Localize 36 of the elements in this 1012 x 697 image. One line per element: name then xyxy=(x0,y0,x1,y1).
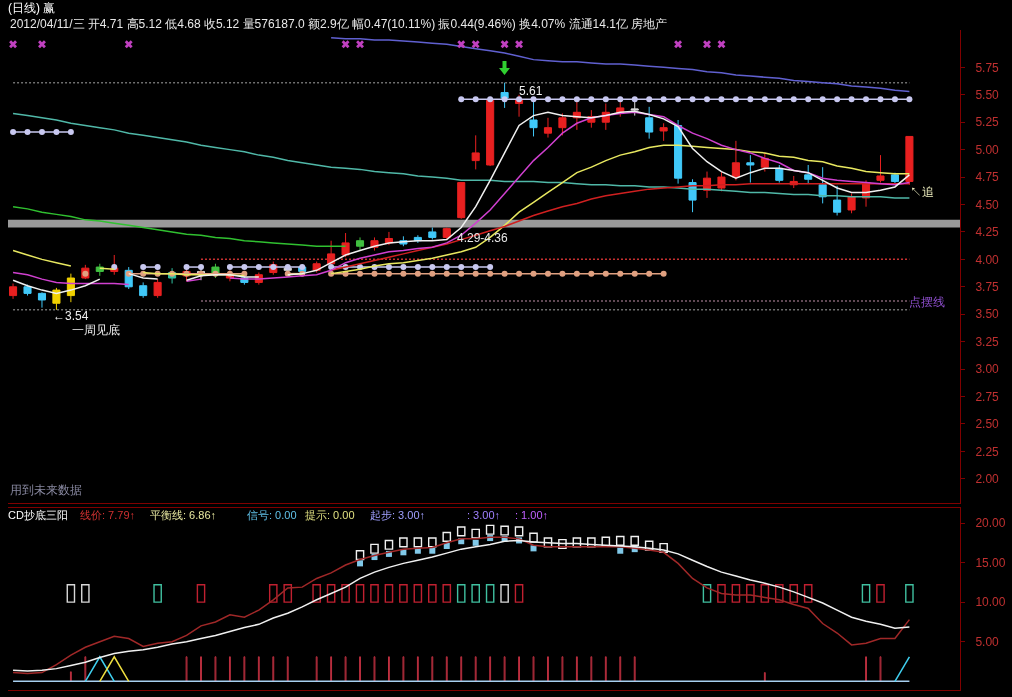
y-tick-label: 3.75 xyxy=(975,280,1000,294)
y-tick-label: 5.50 xyxy=(975,87,1000,102)
annotation: 起步: 3.00↑ xyxy=(370,509,426,521)
annotation: ←3.54 xyxy=(53,309,89,323)
annotation: 用到未来数据 xyxy=(10,483,82,497)
chart-title: CD抄底三阳 xyxy=(8,508,68,521)
annotation: 线价: 7.79↑ xyxy=(80,509,136,521)
y-tick-label: 4.00 xyxy=(975,252,1000,267)
chart-subtitle: 2012/04/11/三 开4.71 高5.12 低4.68 收5.12 量576187.0 额2.9亿 幅0.47(10.11%) 振0.44(9.46%) 换4.07% 流通14.1亿 房地产 xyxy=(10,17,668,31)
y-tick-label: 3.50 xyxy=(975,307,1000,322)
annotation: 一周见底 xyxy=(72,323,120,337)
y-tick-label: 4.75 xyxy=(975,170,1000,185)
y-tick-label: 15.00 xyxy=(975,555,1006,570)
y-tick-label: 5.00 xyxy=(975,142,1000,157)
y-tick-label: 20.00 xyxy=(975,516,1006,531)
y-tick-label: 5.75 xyxy=(975,60,1000,75)
y-tick-label: 2.50 xyxy=(975,417,1000,432)
y-tick-label: 2.25 xyxy=(975,444,1000,459)
y-tick-label: 5.00 xyxy=(975,634,1000,649)
annotation: : 1.00↑ xyxy=(515,509,549,521)
annotation: 提示: 0.00 xyxy=(305,509,355,521)
y-tick-label: 10.00 xyxy=(975,595,1006,610)
annotation: ↖追 xyxy=(910,185,934,199)
annotation: 平衡线: 6.86↑ xyxy=(150,509,217,521)
annotation: 5.61 xyxy=(519,84,543,98)
y-tick-label: 4.50 xyxy=(975,197,1000,212)
y-tick-label: 3.00 xyxy=(975,362,1000,377)
chart-title: (日线) 赢 xyxy=(8,1,56,16)
y-tick-label: 3.25 xyxy=(975,334,1000,349)
y-tick-label: 5.25 xyxy=(975,115,1000,130)
y-tick-label: 4.25 xyxy=(975,225,1000,240)
y-tick-label: 2.00 xyxy=(975,472,1000,487)
annotation: 信号: 0.00 xyxy=(247,509,297,521)
annotation: : 3.00↑ xyxy=(467,509,501,521)
y-tick-label: 2.75 xyxy=(975,389,1000,404)
annotation: 点摆线 xyxy=(909,295,945,309)
